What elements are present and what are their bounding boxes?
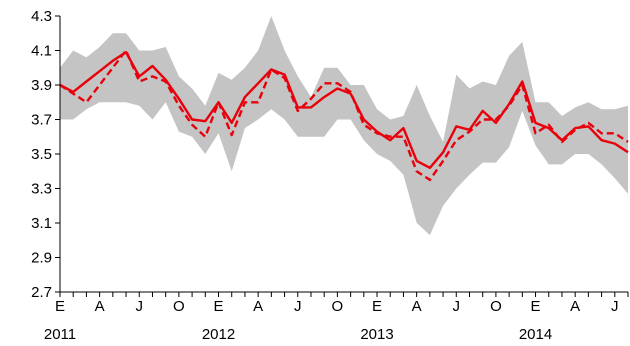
y-tick-label: 2.7 bbox=[31, 284, 52, 301]
x-tick-label: J bbox=[294, 298, 302, 315]
x-year-label: 2012 bbox=[202, 326, 235, 343]
x-year-label: 2011 bbox=[44, 326, 76, 343]
x-tick-label: O bbox=[173, 298, 185, 315]
y-tick-label: 2.9 bbox=[31, 250, 52, 267]
y-tick-label: 4.1 bbox=[31, 43, 52, 60]
y-tick-label: 4.3 bbox=[31, 8, 52, 25]
y-tick-label: 3.5 bbox=[31, 146, 52, 163]
x-tick-label: E bbox=[531, 298, 541, 315]
x-tick-label: A bbox=[95, 298, 105, 315]
x-tick-label: A bbox=[253, 298, 263, 315]
y-tick-label: 3.1 bbox=[31, 215, 52, 232]
y-tick-label: 3.9 bbox=[31, 77, 52, 94]
axis-layer: 2.7 2.9 3.1 3.3 3.5 3.7 3.9 4.1 4.3 E A J O E A J O E A J O E… bbox=[31, 8, 629, 343]
x-tick-label: A bbox=[412, 298, 422, 315]
series-layer bbox=[59, 49, 629, 182]
x-year-label: 2013 bbox=[360, 326, 393, 343]
x-year-label: 2014 bbox=[519, 326, 552, 343]
y-tick-label: 3.7 bbox=[31, 112, 52, 129]
x-tick-label: E bbox=[55, 298, 65, 315]
x-tick-label: E bbox=[214, 298, 224, 315]
x-tick-label: O bbox=[490, 298, 502, 315]
range-band-layer bbox=[60, 16, 628, 236]
x-tick-label: E bbox=[372, 298, 382, 315]
x-tick-label: O bbox=[332, 298, 344, 315]
series-line-solid bbox=[59, 51, 629, 170]
y-tick-label: 3.3 bbox=[31, 181, 52, 198]
range-band-area bbox=[60, 16, 628, 236]
x-tick-label: J bbox=[453, 298, 461, 315]
series-line-dashed bbox=[59, 49, 629, 182]
x-tick-label: J bbox=[136, 298, 144, 315]
x-tick-label: A bbox=[570, 298, 580, 315]
x-tick-label: J bbox=[611, 298, 619, 315]
